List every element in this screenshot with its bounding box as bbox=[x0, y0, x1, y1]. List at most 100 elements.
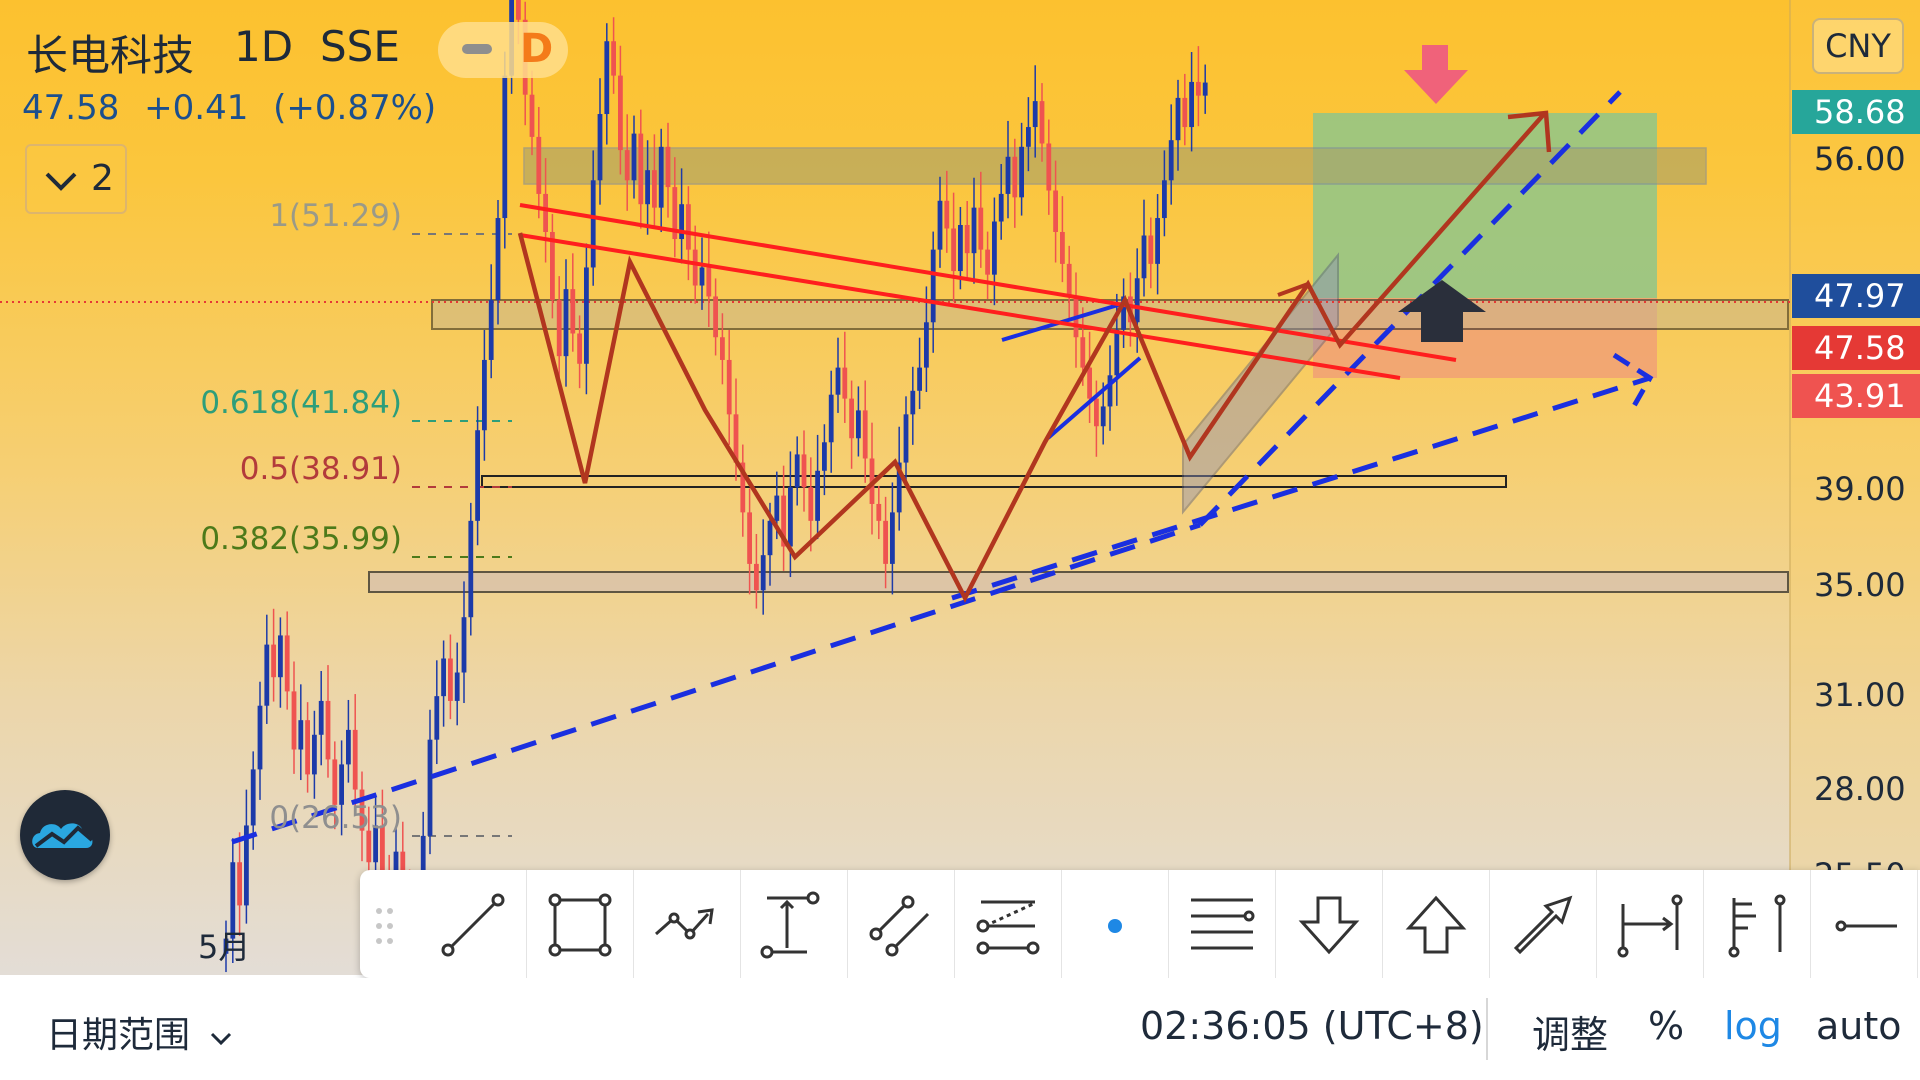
price-badge-stop: 43.91 bbox=[1792, 374, 1920, 418]
candle-body bbox=[876, 503, 882, 521]
candle-body bbox=[788, 487, 793, 547]
parallel-channel-icon bbox=[869, 895, 930, 957]
drag-handle-icon[interactable] bbox=[374, 906, 396, 946]
trend-line-icon bbox=[441, 893, 505, 957]
candle-body bbox=[1162, 180, 1167, 219]
blue-dashed-arrowhead bbox=[1612, 352, 1654, 408]
fib-level-label: 0(26.53) bbox=[269, 800, 402, 836]
candle-body bbox=[373, 825, 378, 863]
pitchfork-icon bbox=[976, 900, 1040, 955]
date-range-button[interactable]: 日期范围 bbox=[46, 1006, 233, 1058]
candle-body bbox=[570, 289, 576, 334]
up-arrow-marker bbox=[1398, 280, 1486, 342]
candle-body bbox=[1202, 82, 1208, 96]
candle-body bbox=[475, 430, 480, 521]
candle-body bbox=[951, 228, 956, 272]
candle-body bbox=[298, 720, 304, 750]
candle-body bbox=[774, 495, 780, 521]
price-badge-target: 58.68 bbox=[1792, 90, 1920, 134]
candle-body bbox=[427, 739, 433, 836]
candle-body bbox=[468, 520, 474, 618]
candle-body bbox=[346, 729, 351, 765]
candle-body bbox=[611, 41, 616, 76]
candle-body bbox=[1107, 375, 1113, 407]
resistance-box-top bbox=[523, 147, 1707, 185]
candle-body bbox=[618, 75, 623, 151]
blue-dashed-support-1 bbox=[231, 522, 1201, 845]
candle-body bbox=[1032, 101, 1038, 128]
tool-arrow-up[interactable] bbox=[1383, 870, 1490, 978]
candle-body bbox=[937, 200, 943, 250]
candle-body bbox=[441, 658, 446, 697]
candle-body bbox=[645, 170, 650, 205]
symbol-name[interactable]: 长电科技 bbox=[26, 31, 195, 80]
price-tick: 56.00 bbox=[1814, 140, 1906, 178]
indicator-count: 2 bbox=[91, 158, 114, 199]
market-mode-pill[interactable]: D bbox=[438, 22, 568, 78]
minus-icon bbox=[462, 44, 492, 54]
tool-flag[interactable] bbox=[1704, 870, 1811, 978]
candle-body bbox=[312, 734, 317, 775]
candle-body bbox=[883, 520, 888, 564]
price-tick: 35.00 bbox=[1814, 566, 1906, 604]
blue-dashed-support-2 bbox=[951, 375, 1651, 601]
candlestick-series bbox=[223, 0, 1208, 975]
adjust-button[interactable]: 调整 bbox=[1532, 1013, 1609, 1057]
chevron-down-icon bbox=[211, 1032, 232, 1046]
timeframe-label[interactable]: 1D bbox=[234, 22, 294, 71]
tool-parallel-channel[interactable] bbox=[848, 870, 955, 978]
candle-body bbox=[706, 267, 712, 297]
blue-wedge-top bbox=[1001, 300, 1129, 342]
tool-dot[interactable] bbox=[1062, 870, 1169, 978]
auto-scale-toggle[interactable]: auto bbox=[1816, 1004, 1902, 1048]
support-box-39 bbox=[481, 475, 1507, 488]
small-arrowhead bbox=[1277, 281, 1320, 305]
tool-path[interactable] bbox=[634, 870, 741, 978]
candle-body bbox=[896, 462, 902, 513]
candle-body bbox=[958, 224, 963, 272]
candle-body bbox=[278, 635, 283, 678]
indicator-collapse-button[interactable]: 2 bbox=[25, 144, 127, 214]
candle-body bbox=[1189, 81, 1194, 128]
tool-date-range[interactable] bbox=[1597, 870, 1704, 978]
tool-pitchfork-lines[interactable] bbox=[955, 870, 1062, 978]
tool-rectangle[interactable] bbox=[527, 870, 634, 978]
candle-body bbox=[590, 180, 596, 268]
percent-scale-toggle[interactable]: % bbox=[1648, 1004, 1685, 1048]
candle-body bbox=[257, 705, 263, 770]
candle-body bbox=[658, 146, 664, 208]
tool-horizontal-lines[interactable] bbox=[1169, 870, 1276, 978]
fib-level-label: 0.382(35.99) bbox=[200, 521, 402, 557]
candle-body bbox=[998, 193, 1004, 222]
tool-horizontal-ray[interactable] bbox=[1811, 870, 1918, 978]
tool-fib-extension[interactable] bbox=[741, 870, 848, 978]
candle-body bbox=[318, 700, 324, 735]
candle-body bbox=[815, 470, 820, 521]
cloud-chart-icon bbox=[32, 823, 94, 848]
candle-body bbox=[230, 862, 236, 939]
candle-body bbox=[672, 187, 678, 240]
tool-trend-line[interactable] bbox=[420, 870, 527, 978]
candle-body bbox=[1087, 367, 1092, 399]
app-logo-button[interactable] bbox=[20, 790, 110, 880]
candle-body bbox=[1121, 296, 1126, 330]
candle-body bbox=[550, 231, 555, 301]
arrow-up-icon bbox=[1405, 895, 1467, 954]
candle-body bbox=[903, 414, 909, 463]
candle-body bbox=[305, 720, 310, 775]
currency-button[interactable]: CNY bbox=[1812, 18, 1904, 74]
path-icon bbox=[655, 908, 714, 940]
tool-arrow-down[interactable] bbox=[1276, 870, 1383, 978]
price-tick: 28.00 bbox=[1814, 770, 1906, 808]
candle-body bbox=[556, 300, 562, 357]
candle-body bbox=[1134, 278, 1140, 323]
price-chart[interactable] bbox=[0, 0, 1920, 975]
candle-body bbox=[665, 146, 671, 188]
log-scale-toggle[interactable]: log bbox=[1724, 1004, 1782, 1048]
candle-body bbox=[767, 520, 773, 556]
candle-body bbox=[577, 333, 582, 364]
tool-arrow[interactable] bbox=[1490, 870, 1597, 978]
candle-body bbox=[380, 825, 385, 873]
fib-extension-icon bbox=[760, 891, 820, 959]
candle-body bbox=[842, 367, 848, 399]
